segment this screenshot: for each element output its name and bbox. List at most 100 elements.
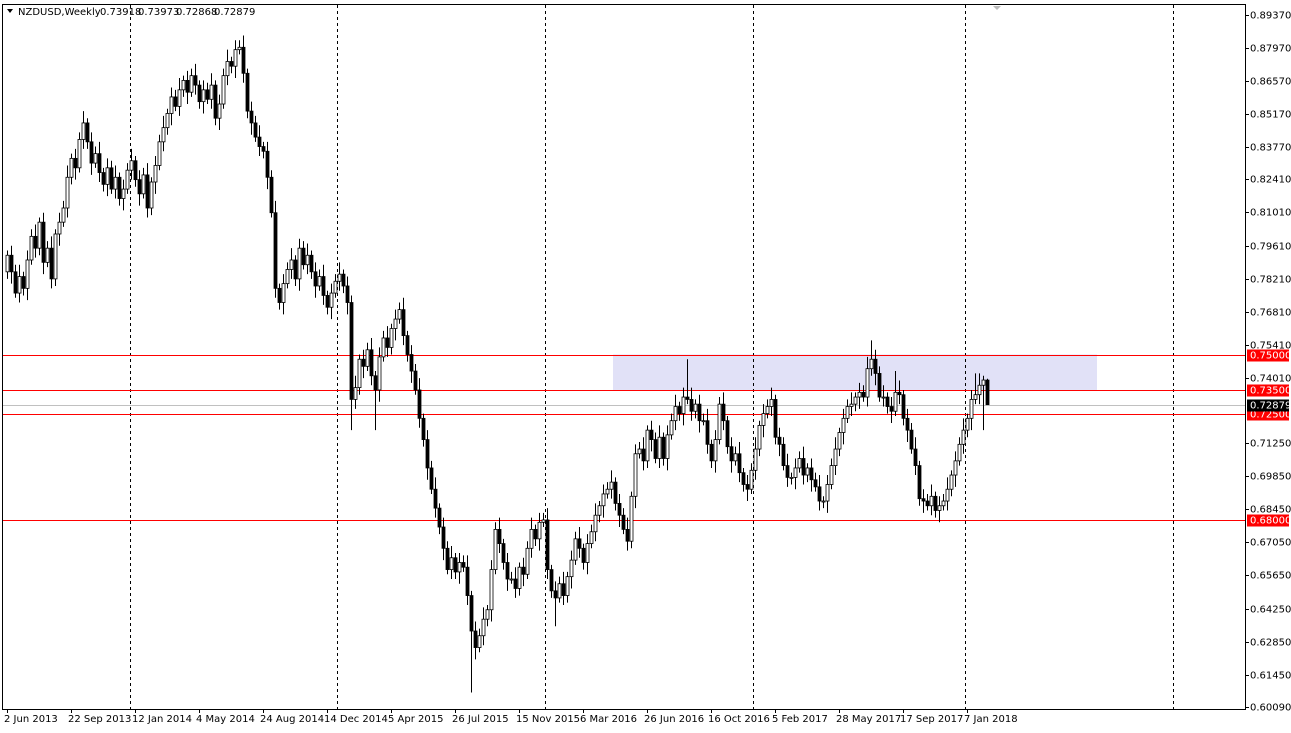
candle-body — [269, 176, 274, 214]
candle-body — [969, 399, 974, 419]
x-tick-label: 14 Dec 2014 — [324, 714, 388, 725]
y-tick-label: 0.87970 — [1250, 44, 1291, 55]
candle-body — [565, 576, 570, 596]
candle-body — [453, 557, 458, 573]
y-tick-label: 0.76810 — [1250, 308, 1291, 319]
candle-body — [169, 96, 174, 114]
candle-body — [885, 396, 890, 407]
y-tick-label: 0.61450 — [1250, 671, 1291, 682]
candle-body — [973, 394, 978, 400]
candle-body — [273, 212, 278, 289]
candle-body — [677, 406, 682, 414]
candle-body — [773, 399, 778, 438]
candle-body — [265, 150, 270, 178]
y-tick-label: 0.74010 — [1250, 374, 1291, 385]
candle-body — [481, 618, 486, 637]
axis-layer: 0.89370 0.87970 0.86570 0.85170 0.83770 0.824… — [4, 11, 1291, 726]
candle-body — [9, 254, 14, 273]
candle-body — [137, 179, 142, 195]
candle-layer — [5, 35, 990, 693]
x-tick-label: 12 Jan 2014 — [132, 714, 192, 725]
candle-body — [917, 465, 922, 500]
candle-body — [645, 429, 650, 462]
level-label: 0.75000 — [1250, 351, 1291, 362]
candle-body — [625, 528, 630, 542]
candle-body — [809, 467, 814, 481]
candle-body — [165, 113, 170, 129]
candle-body — [217, 103, 222, 119]
candle-body — [461, 562, 466, 568]
candle-body — [601, 493, 606, 507]
candle-body — [657, 436, 662, 459]
y-tick-label: 0.60090 — [1250, 703, 1291, 714]
candle-body — [665, 434, 670, 459]
candle-body — [373, 375, 378, 391]
ohlc-open: 0.73918 — [100, 7, 141, 18]
candle-body — [733, 453, 738, 462]
candle-body — [465, 566, 470, 596]
candle-body — [29, 235, 34, 261]
candle-body — [477, 635, 482, 648]
candle-body — [113, 176, 118, 190]
candle-body — [785, 465, 790, 478]
candle-body — [325, 295, 330, 308]
candle-body — [21, 276, 26, 289]
price-label: 0.72879 — [1250, 401, 1291, 412]
candle-body — [409, 354, 414, 372]
x-tick-label: 24 Aug 2014 — [260, 714, 324, 725]
candle-body — [337, 273, 342, 282]
candle-body — [173, 96, 178, 107]
candle-body — [813, 479, 818, 488]
candle-body — [613, 481, 618, 504]
candle-body — [533, 528, 538, 540]
candle-body — [901, 394, 906, 419]
candle-body — [209, 84, 214, 100]
candle-body — [473, 630, 478, 648]
candle-body — [889, 406, 894, 412]
candle-body — [457, 562, 462, 573]
candle-body — [497, 528, 502, 544]
candle-body — [705, 420, 710, 445]
candle-body — [93, 153, 98, 164]
candle-body — [177, 89, 182, 107]
candle-body — [725, 420, 730, 448]
y-tick-label: 0.65650 — [1250, 571, 1291, 582]
candle-body — [829, 465, 834, 485]
candle-body — [125, 169, 130, 190]
level-layer — [3, 355, 1245, 521]
candle-body — [757, 425, 762, 450]
price-label-box — [1247, 399, 1289, 412]
candle-body — [661, 436, 666, 459]
candle-body — [313, 271, 318, 287]
candle-body — [309, 254, 314, 273]
candle-body — [913, 448, 918, 466]
candle-body — [781, 443, 786, 466]
y-tick-label: 0.83770 — [1250, 143, 1291, 154]
x-tick-label: 5 Feb 2017 — [772, 714, 828, 725]
candle-body — [289, 259, 294, 270]
candle-body — [401, 309, 406, 337]
candle-body — [573, 538, 578, 561]
candle-body — [825, 484, 830, 502]
candle-body — [5, 254, 10, 273]
candle-body — [301, 247, 306, 266]
y-tick-label: 0.64250 — [1250, 605, 1291, 616]
candle-body — [893, 391, 898, 412]
candle-body — [41, 221, 46, 263]
candle-body — [793, 467, 798, 478]
candle-body — [545, 519, 550, 570]
candle-body — [649, 429, 654, 440]
candle-body — [437, 507, 442, 528]
candle-body — [253, 122, 258, 138]
menu-arrow[interactable] — [7, 9, 13, 13]
y-tick-label: 0.82410 — [1250, 175, 1291, 186]
candle-body — [485, 609, 490, 620]
zone — [613, 354, 1097, 390]
candle-body — [425, 439, 430, 469]
candle-body — [597, 505, 602, 516]
candle-body — [117, 176, 122, 199]
candle-body — [97, 153, 102, 173]
candle-body — [945, 488, 950, 502]
candle-body — [305, 254, 310, 266]
